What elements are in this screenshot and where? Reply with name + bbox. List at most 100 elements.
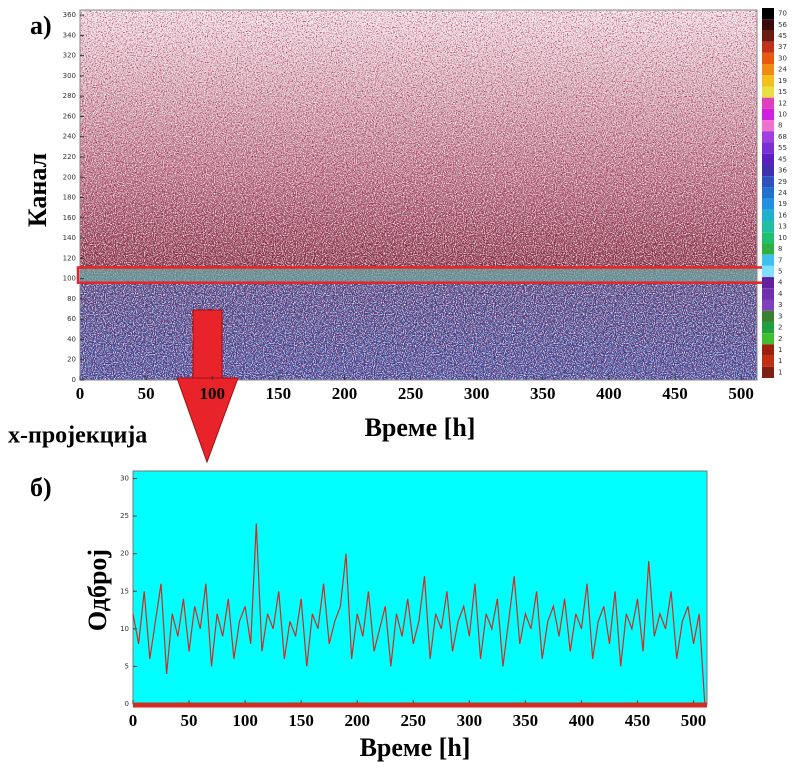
- colorbar-label: 70: [778, 10, 787, 18]
- colorbar-label: 1: [778, 357, 782, 365]
- colorbar-swatch: [762, 344, 774, 356]
- colorbar-swatch: [762, 355, 774, 367]
- colorbar-swatch: [762, 254, 774, 266]
- y-tick-label: 40: [67, 335, 76, 343]
- x-tick-label: 0: [76, 384, 85, 403]
- x-tick-label: 150: [288, 711, 314, 730]
- y-tick-label: 300: [63, 72, 76, 80]
- colorbar-swatch: [762, 86, 774, 98]
- x-tick-label: 0: [129, 711, 138, 730]
- x-tick-label: 500: [728, 384, 754, 403]
- annotation: x-пројекција: [8, 423, 147, 449]
- colorbar-label: 1: [778, 346, 782, 354]
- y-tick-label: 20: [120, 550, 129, 558]
- y-tick-label: 280: [63, 92, 76, 100]
- y-tick-label: 0: [125, 700, 129, 708]
- y-tick-label: 240: [63, 133, 76, 141]
- colorbar-label: 56: [778, 21, 787, 29]
- y-tick-label: 15: [120, 587, 129, 595]
- x-tick-label: 450: [625, 711, 651, 730]
- x-tick-label: 350: [530, 384, 556, 403]
- colorbar-swatch: [762, 142, 774, 154]
- colorbar-label: 1: [778, 368, 782, 376]
- colorbar-swatch: [762, 120, 774, 132]
- y-tick-label: 5: [125, 662, 129, 670]
- colorbar-swatch: [762, 97, 774, 109]
- colorbar-swatch: [762, 209, 774, 222]
- colorbar-label: 10: [778, 234, 787, 242]
- colorbar-label: 3: [778, 312, 782, 320]
- colorbar-swatch: [762, 41, 774, 53]
- y-tick-label: 220: [63, 153, 76, 161]
- x-tick-label: 100: [199, 384, 225, 403]
- colorbar-swatch: [762, 131, 774, 143]
- heatmap-texture: [79, 9, 758, 381]
- y-tick-label: 0: [72, 376, 76, 384]
- colorbar-label: 36: [778, 167, 787, 175]
- x-tick-label: 200: [344, 711, 370, 730]
- colorbar-swatch: [762, 277, 774, 289]
- panel-label: а): [30, 11, 52, 40]
- plot-background: [132, 470, 708, 705]
- colorbar-swatch: [762, 30, 774, 42]
- colorbar-label: 7: [778, 256, 782, 264]
- y-tick-label: 320: [63, 52, 76, 60]
- colorbar-swatch: [762, 321, 774, 334]
- colorbar-swatch: [762, 108, 774, 121]
- colorbar-swatch: [762, 164, 774, 177]
- colorbar-swatch: [762, 221, 774, 233]
- x-tick-label: 200: [332, 384, 358, 403]
- colorbar-label: 45: [778, 32, 787, 40]
- y-tick-label: 360: [63, 11, 76, 19]
- y-tick-label: 100: [63, 275, 76, 283]
- colorbar-swatch: [762, 75, 774, 87]
- x-tick-label: 250: [401, 711, 427, 730]
- colorbar-swatch: [762, 310, 774, 322]
- y-tick-label: 25: [120, 512, 129, 520]
- x-tick-label: 300: [457, 711, 483, 730]
- y-axis-title: Одброј: [83, 549, 112, 631]
- colorbar-swatch: [762, 176, 774, 188]
- y-tick-label: 160: [63, 214, 76, 222]
- y-tick-label: 30: [120, 475, 129, 483]
- colorbar-label: 19: [778, 200, 787, 208]
- colorbar-label: 19: [778, 77, 787, 85]
- colorbar-label: 10: [778, 111, 787, 119]
- x-tick-label: 150: [266, 384, 292, 403]
- colorbar-label: 2: [778, 324, 782, 332]
- colorbar-swatch: [762, 19, 774, 31]
- colorbar-swatch: [762, 198, 774, 210]
- colorbar-label: 8: [778, 122, 782, 130]
- y-tick-label: 340: [63, 31, 76, 39]
- x-tick-label: 450: [662, 384, 688, 403]
- colorbar-swatch: [762, 333, 774, 345]
- y-tick-label: 20: [67, 356, 76, 364]
- x-tick-label: 250: [398, 384, 424, 403]
- colorbar-label: 4: [778, 279, 783, 287]
- colorbar-label: 15: [778, 88, 787, 96]
- colorbar-label: 55: [778, 144, 787, 152]
- colorbar-swatch: [762, 153, 774, 165]
- y-tick-label: 80: [67, 295, 76, 303]
- y-tick-label: 10: [120, 625, 129, 633]
- y-axis-title: Канал: [23, 153, 52, 227]
- colorbar-label: 45: [778, 155, 787, 163]
- colorbar-label: 24: [778, 66, 787, 74]
- y-tick-label: 120: [63, 254, 76, 262]
- colorbar-label: 24: [778, 189, 787, 197]
- colorbar-swatch: [762, 52, 774, 65]
- colorbar-label: 16: [778, 211, 787, 219]
- colorbar-swatch: [762, 265, 774, 278]
- x-tick-label: 500: [681, 711, 707, 730]
- colorbar-swatch: [762, 232, 774, 244]
- colorbar-label: 12: [778, 99, 787, 107]
- x-tick-label: 300: [464, 384, 490, 403]
- y-tick-label: 260: [63, 112, 76, 120]
- colorbar-label: 29: [778, 178, 787, 186]
- projection-arrow: [176, 309, 239, 464]
- x-tick-label: 400: [569, 711, 595, 730]
- colorbar-swatch: [762, 366, 774, 378]
- colorbar-label: 5: [778, 267, 782, 275]
- colorbar-label: 4: [778, 290, 783, 298]
